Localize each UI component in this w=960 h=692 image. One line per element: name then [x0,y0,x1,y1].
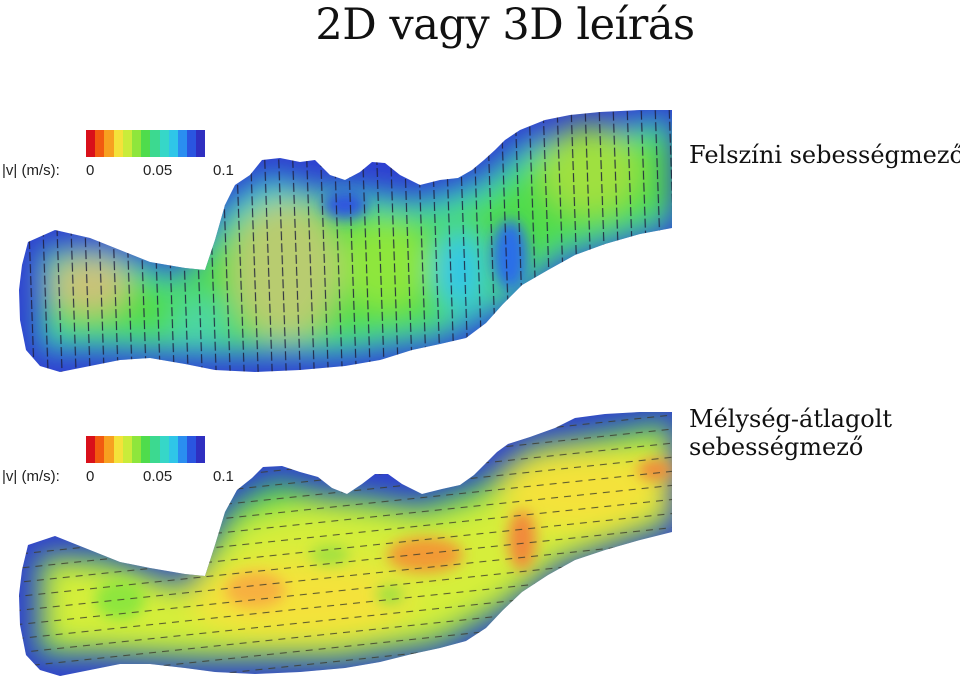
colorbar-swatch [131,130,142,157]
legend-label-bottom: |v| (m/s): [2,468,60,485]
colorbar-swatch [113,436,123,463]
colorbar-swatch [196,130,206,157]
colorbar-swatch [168,436,178,463]
legend-tick-1-bottom: 0.05 [143,468,173,485]
colorbar-swatch [95,436,105,463]
colorbar-swatch [141,130,151,157]
page-title: 2D vagy 3D leírás [315,0,695,50]
legend-label-top: |v| (m/s): [2,162,60,179]
caption-surface: Felszíni sebességmező [689,141,960,169]
colorbar-swatch [131,436,142,463]
colorbar-swatch [159,130,169,157]
colorbar-swatch [150,436,160,463]
legend-tick-1-top: 0.05 [143,162,173,179]
colorbar-swatch [177,130,188,157]
legend-tick-2-bottom: 0.1 [213,468,234,485]
colorbar-swatch [168,130,178,157]
colorbar-swatch [150,130,160,157]
colorbar-swatch [177,436,188,463]
legend-tick-0-top: 0 [86,162,95,179]
legend-tick-2-top: 0.1 [213,162,234,179]
surface-velocity-field [19,110,672,372]
caption-depth-line1: Mélység-átlagolt [689,405,893,433]
colorbar-swatch [104,436,114,463]
colorbar-swatch [86,130,96,157]
colorbar-swatch [104,130,114,157]
colorbar-swatch [95,130,105,157]
colorbar-swatch [122,130,132,157]
colorbar-swatch [196,436,206,463]
colorbar-swatch [86,436,96,463]
colorbar-swatch [141,436,151,463]
colorbar-swatch [113,130,123,157]
colorbar-swatch [187,130,197,157]
colorbar-swatch [159,436,169,463]
depth-averaged-velocity-field [19,412,672,676]
colorbar-swatch [187,436,197,463]
colorbar-top [86,130,206,157]
colorbar-bottom [86,436,206,463]
colorbar-swatch [122,436,132,463]
caption-depth-line2: sebességmező [689,433,864,461]
legend-tick-0-bottom: 0 [86,468,95,485]
